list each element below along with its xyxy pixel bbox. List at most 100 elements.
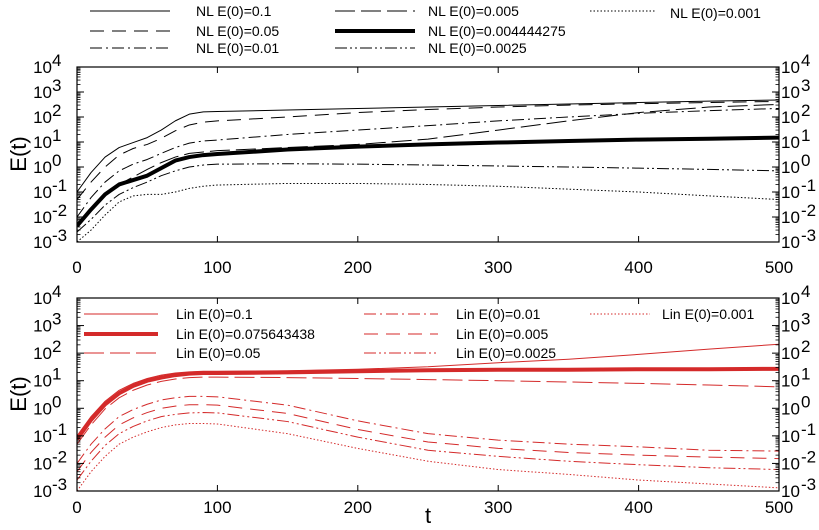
y-tick-label-left: 10: [33, 372, 52, 391]
y-axis-title: E(t): [6, 376, 31, 411]
x-tick-label: 0: [72, 498, 81, 517]
y-tick-exponent: -3: [801, 226, 816, 245]
legend-entry-nl-0.005: NL E(0)=0.005: [335, 3, 519, 19]
y-tick-label-left: 10: [33, 233, 52, 252]
legend-label: Lin E(0)=0.1: [176, 306, 253, 322]
x-axis-title: t: [425, 503, 431, 528]
y-tick-label-left: 10: [33, 183, 52, 202]
y-tick-label-left: 10: [33, 427, 52, 446]
y-tick-label-right: 10: [781, 133, 800, 152]
y-tick-label-right: 10: [781, 317, 800, 336]
series-line: [77, 100, 779, 200]
series-line: [77, 412, 779, 481]
x-tick-label: 500: [765, 258, 793, 277]
x-tick-label: 400: [624, 498, 652, 517]
x-tick-labels: 0 100 200 300 400 500: [72, 258, 793, 277]
y-tick-exponent: -3: [52, 475, 67, 494]
y-tick-label-right: 10: [781, 233, 800, 252]
series-line: [77, 99, 779, 193]
series-line: [77, 163, 779, 233]
series-line: [77, 135, 779, 228]
y-tick-label-left: 10: [33, 344, 52, 363]
y-tick-label-left: 10: [33, 133, 52, 152]
series-line: [77, 366, 779, 441]
y-tick-label-left: 10: [33, 454, 52, 473]
y-tick-label-left: 10: [33, 58, 52, 77]
legend-entry-lin-0.075643438: Lin E(0)=0.075643438: [84, 326, 315, 342]
y-tick-exponent: 2: [52, 101, 61, 120]
y-tick-exponent: -1: [52, 420, 67, 439]
series-line: [77, 103, 779, 225]
legend-label: NL E(0)=0.01: [196, 40, 279, 56]
nonlinear-ticks: [76, 66, 780, 243]
legend-label: NL E(0)=0.1: [196, 3, 272, 19]
legend-label: Lin E(0)=0.001: [662, 306, 754, 322]
y-tick-exponent: -2: [801, 447, 816, 466]
y-tick-exponent: 3: [52, 310, 61, 329]
y-tick-exponent: -2: [801, 201, 816, 220]
legend-label: Lin E(0)=0.05: [176, 345, 261, 361]
series-line: [77, 376, 779, 445]
y-tick-label-left: 10: [33, 482, 52, 501]
legend-entry-nl-0.1: NL E(0)=0.1: [90, 3, 272, 19]
x-tick-label: 200: [344, 258, 372, 277]
y-tick-label-left: 10: [33, 158, 52, 177]
y-tick-exponent: 0: [801, 151, 810, 170]
y-tick-label-right: 10: [781, 344, 800, 363]
y-tick-exponent: -2: [52, 201, 67, 220]
series-line: [77, 395, 779, 464]
legend-entry-lin-0.1: Lin E(0)=0.1: [84, 306, 253, 322]
legend-label: Lin E(0)=0.0025: [456, 345, 556, 361]
y-tick-label-left: 10: [33, 208, 52, 227]
legend-entry-nl-0.05: NL E(0)=0.05: [90, 23, 279, 39]
y-tick-label-left: 10: [33, 83, 52, 102]
legend-entry-nl-0.004444275: NL E(0)=0.004444275: [335, 23, 566, 39]
y-axis-title: E(t): [6, 136, 31, 171]
y-tick-exponent: 1: [52, 126, 61, 145]
plot-frame: [76, 66, 780, 243]
legend-label: NL E(0)=0.005: [428, 3, 519, 19]
y-tick-exponent: -3: [801, 475, 816, 494]
y-tick-exponent: -1: [801, 176, 816, 195]
legend-entry-lin-0.005: Lin E(0)=0.005: [364, 326, 548, 342]
legend-entry-nl-0.0025: NL E(0)=0.0025: [335, 40, 527, 56]
legend-entry-lin-0.0025: Lin E(0)=0.0025: [364, 345, 556, 361]
x-tick-label: 400: [624, 258, 652, 277]
y-tick-label-right: 10: [781, 454, 800, 473]
y-tick-exponent: 2: [801, 337, 810, 356]
y-tick-exponent: 2: [52, 337, 61, 356]
y-tick-exponent: -1: [52, 176, 67, 195]
y-tick-label-right: 10: [781, 158, 800, 177]
x-tick-labels: 0 100 200 300 400 500: [72, 498, 793, 517]
y-tick-exponent: 4: [801, 51, 810, 70]
series-line: [77, 107, 779, 218]
legend-label: Lin E(0)=0.01: [456, 306, 541, 322]
y-tick-exponent: 4: [52, 51, 61, 70]
y-tick-exponent: 4: [52, 282, 61, 301]
y-tick-exponent: 3: [801, 76, 810, 95]
plot-frame: [76, 297, 780, 492]
y-tick-exponent: 3: [801, 310, 810, 329]
y-tick-label-right: 10: [781, 83, 800, 102]
nonlinear-legend: NL E(0)=0.1 NL E(0)=0.05 NL E(0)=0.01 NL…: [90, 3, 761, 56]
nonlinear-series: [77, 99, 779, 242]
series-line: [77, 404, 779, 473]
x-tick-label: 100: [203, 258, 231, 277]
y-tick-exponent: 0: [52, 151, 61, 170]
x-tick-label: 300: [484, 498, 512, 517]
y-tick-label-right: 10: [781, 427, 800, 446]
legend-entry-nl-0.01: NL E(0)=0.01: [90, 40, 279, 56]
y-tick-label-left: 10: [33, 399, 52, 418]
nonlinear-panel: NL E(0)=0.1 NL E(0)=0.05 NL E(0)=0.01 NL…: [6, 3, 816, 277]
y-tick-exponent: 0: [801, 392, 810, 411]
y-tick-label-right: 10: [781, 372, 800, 391]
y-tick-label-left: 10: [33, 108, 52, 127]
legend-label: NL E(0)=0.05: [196, 23, 279, 39]
legend-label: Lin E(0)=0.075643438: [176, 326, 315, 342]
legend-label: NL E(0)=0.001: [670, 5, 761, 21]
legend-label: Lin E(0)=0.005: [456, 326, 548, 342]
legend-label: NL E(0)=0.004444275: [428, 23, 566, 39]
y-tick-label-right: 10: [781, 289, 800, 308]
x-tick-label: 100: [203, 498, 231, 517]
